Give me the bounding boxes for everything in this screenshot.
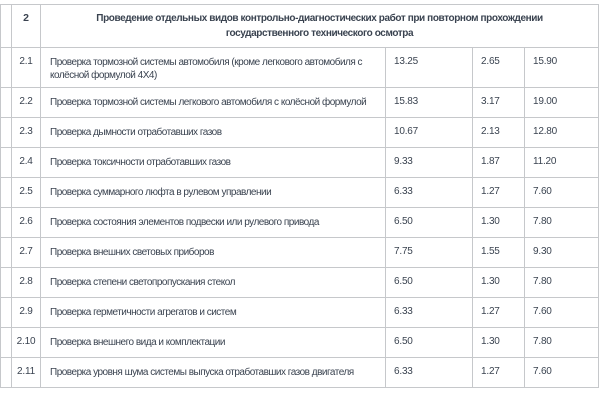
value-col-1: 15.83 xyxy=(385,87,473,118)
cropped-cell xyxy=(0,147,12,178)
value-col-1: 7.75 xyxy=(385,237,473,268)
value-col-2: 1.30 xyxy=(472,207,525,238)
cropped-cell xyxy=(0,117,12,148)
row-number: 2.5 xyxy=(11,177,41,208)
value-col-3: 15.90 xyxy=(523,47,600,88)
value-col-2: 1.55 xyxy=(472,237,525,268)
table-row: 2.4 Проверка токсичности отработавших га… xyxy=(0,147,600,178)
row-number: 2.10 xyxy=(11,327,41,358)
value-col-2: 2.13 xyxy=(472,117,525,148)
value-col-3: 7.80 xyxy=(523,327,600,358)
section-title: Проведение отдельных видов контрольно-ди… xyxy=(39,4,600,48)
service-description-text: Проверка тормозной системы легкового авт… xyxy=(50,97,367,108)
table-row: 2.5 Проверка суммарного люфта в рулевом … xyxy=(0,177,600,208)
value-col-1: 9.33 xyxy=(385,147,473,178)
service-description: Проверка состояния элементов подвески ил… xyxy=(40,207,386,238)
table-row: 2.7 Проверка внешних световых приборов 7… xyxy=(0,237,600,268)
cropped-cell xyxy=(0,207,12,238)
value-col-3: 12.80 xyxy=(523,117,600,148)
service-description-text: Проверка внешнего вида и комплектации xyxy=(50,337,225,348)
price-table: 2 Проведение отдельных видов контрольно-… xyxy=(0,4,600,388)
value-col-3: 7.80 xyxy=(523,207,600,238)
value-col-2: 1.27 xyxy=(472,177,525,208)
table-row: 2.9 Проверка герметичности агрегатов и с… xyxy=(0,297,600,328)
value-col-1: 13.25 xyxy=(385,47,473,88)
service-description-text: Проверка состояния элементов подвески ил… xyxy=(50,217,319,228)
row-number: 2.2 xyxy=(11,87,41,118)
value-col-2: 1.27 xyxy=(472,297,525,328)
service-description: Проверка тормозной системы легкового авт… xyxy=(40,87,386,118)
cropped-cell xyxy=(0,237,12,268)
table-row: 2.2 Проверка тормозной системы легкового… xyxy=(0,87,600,118)
row-number: 2.11 xyxy=(11,357,41,388)
value-col-1: 10.67 xyxy=(385,117,473,148)
value-col-3: 11.20 xyxy=(523,147,600,178)
cropped-cell xyxy=(0,4,12,48)
value-col-1: 6.50 xyxy=(385,207,473,238)
row-number: 2.3 xyxy=(11,117,41,148)
service-description: Проверка внешних световых приборов xyxy=(40,237,386,268)
cropped-cell xyxy=(0,327,12,358)
value-col-2: 2.65 xyxy=(472,47,525,88)
value-col-3: 7.80 xyxy=(523,267,600,298)
cropped-cell xyxy=(0,297,12,328)
service-description: Проверка суммарного люфта в рулевом упра… xyxy=(40,177,386,208)
service-description: Проверка тормозной системы автомобиля (к… xyxy=(40,47,386,88)
service-description: Проверка внешнего вида и комплектации xyxy=(40,327,386,358)
service-description-text: Проверка дымности отработавших газов xyxy=(50,127,222,138)
cropped-cell xyxy=(0,177,12,208)
value-col-1: 6.33 xyxy=(385,357,473,388)
service-description-text: Проверка токсичности отработавших газов xyxy=(50,157,231,168)
table-row: 2.1 Проверка тормозной системы автомобил… xyxy=(0,47,600,88)
value-col-2: 1.27 xyxy=(472,357,525,388)
table-row: 2.3 Проверка дымности отработавших газов… xyxy=(0,117,600,148)
table-row: 2.6 Проверка состояния элементов подвеск… xyxy=(0,207,600,238)
cropped-cell xyxy=(0,357,12,388)
row-number: 2.7 xyxy=(11,237,41,268)
table-row: 2.11 Проверка уровня шума системы выпуск… xyxy=(0,357,600,388)
value-col-3: 9.30 xyxy=(523,237,600,268)
service-description-text: Проверка уровня шума системы выпуска отр… xyxy=(50,367,354,378)
value-col-3: 7.60 xyxy=(523,357,600,388)
service-description: Проверка токсичности отработавших газов xyxy=(40,147,386,178)
value-col-1: 6.50 xyxy=(385,327,473,358)
row-number: 2.1 xyxy=(11,47,41,88)
value-col-1: 6.50 xyxy=(385,267,473,298)
row-number: 2.8 xyxy=(11,267,41,298)
value-col-1: 6.33 xyxy=(385,177,473,208)
cropped-cell xyxy=(0,87,12,118)
value-col-3: 7.60 xyxy=(523,297,600,328)
value-col-2: 3.17 xyxy=(472,87,525,118)
service-description: Проверка дымности отработавших газов xyxy=(40,117,386,148)
service-description-text: Проверка тормозной системы автомобиля (к… xyxy=(50,57,363,81)
service-description: Проверка уровня шума системы выпуска отр… xyxy=(40,357,386,388)
service-description: Проверка герметичности агрегатов и систе… xyxy=(40,297,386,328)
value-col-2: 1.30 xyxy=(472,267,525,298)
service-description-text: Проверка внешних световых приборов xyxy=(50,247,214,258)
cropped-cell xyxy=(0,267,12,298)
service-description-text: Проверка степени светопропускания стекол xyxy=(50,277,235,288)
row-number: 2.4 xyxy=(11,147,41,178)
service-description-text: Проверка герметичности агрегатов и систе… xyxy=(50,307,237,318)
value-col-3: 19.00 xyxy=(523,87,600,118)
row-number: 2.6 xyxy=(11,207,41,238)
service-description-text: Проверка суммарного люфта в рулевом упра… xyxy=(50,187,272,198)
row-number: 2.9 xyxy=(11,297,41,328)
section-number: 2 xyxy=(11,4,41,48)
value-col-1: 6.33 xyxy=(385,297,473,328)
value-col-2: 1.87 xyxy=(472,147,525,178)
value-col-2: 1.30 xyxy=(472,327,525,358)
table-row: 2.8 Проверка степени светопропускания ст… xyxy=(0,267,600,298)
service-description: Проверка степени светопропускания стекол xyxy=(40,267,386,298)
value-col-3: 7.60 xyxy=(523,177,600,208)
table-row: 2.10 Проверка внешнего вида и комплектац… xyxy=(0,327,600,358)
cropped-cell xyxy=(0,47,12,88)
table-header-row: 2 Проведение отдельных видов контрольно-… xyxy=(0,4,600,48)
